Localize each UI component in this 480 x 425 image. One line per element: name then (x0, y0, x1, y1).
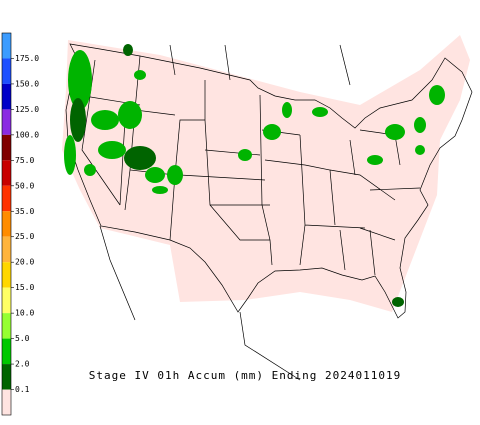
legend-label: 175.0 (15, 54, 39, 63)
legend-label: 50.0 (15, 181, 34, 190)
legend-swatch (2, 134, 11, 161)
legend-swatch (2, 211, 11, 237)
legend-swatch (2, 287, 11, 314)
legend-label: 125.0 (15, 105, 39, 114)
legend-label: 25.0 (15, 232, 34, 241)
legend-swatch (2, 389, 11, 415)
neighbor-lines (99, 44, 351, 381)
legend-label: 20.0 (15, 258, 34, 267)
legend-label: 75.0 (15, 156, 34, 165)
legend-label: 2.0 (15, 360, 30, 369)
legend-label: 5.0 (15, 334, 30, 343)
legend-swatch (2, 364, 11, 390)
legend-label: 15.0 (15, 283, 34, 292)
legend-label: 10.0 (15, 309, 34, 318)
map (62, 35, 473, 381)
color-legend: 175.0 150.0 125.0 100.0 75.0 50.0 35.0 25.0 20.0… (1, 32, 39, 416)
legend-swatch (2, 236, 11, 263)
precip-areas (64, 44, 445, 307)
legend-swatch (2, 262, 11, 288)
legend-label: 150.0 (15, 79, 39, 88)
legend-swatch (2, 185, 11, 212)
legend-label: 0.1 (15, 385, 30, 394)
legend-swatch (2, 83, 11, 110)
map-title: Stage IV 01h Accum (mm) Ending 202401101… (89, 369, 402, 382)
legend-swatch (2, 313, 11, 339)
us-outline (65, 43, 473, 319)
legend-swatch (2, 160, 11, 186)
legend-swatch (2, 58, 11, 84)
coverage-area (62, 35, 470, 312)
legend-swatch (2, 33, 11, 59)
legend-label: 35.0 (15, 207, 34, 216)
legend-frame (1, 32, 12, 416)
legend-swatch (2, 109, 11, 135)
legend-label: 100.0 (15, 130, 39, 139)
legend-swatch (2, 338, 11, 365)
state-lines (77, 55, 421, 276)
